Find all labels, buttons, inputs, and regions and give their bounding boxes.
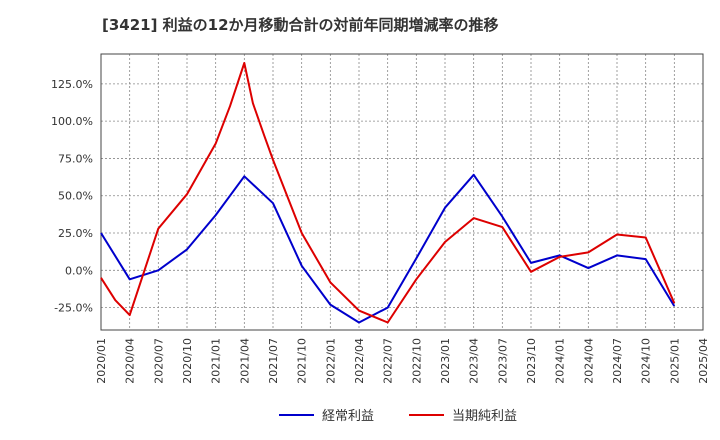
- x-tick-label: 2021/07: [267, 338, 280, 384]
- legend-label-recurring-profit: 経常利益: [322, 409, 374, 424]
- x-tick-label: 2024/07: [611, 338, 624, 384]
- y-tick-label: -25.0%: [54, 302, 93, 315]
- y-tick-label: 125.0%: [51, 78, 93, 91]
- x-tick-label: 2022/04: [353, 338, 366, 384]
- x-axis: 2020/01 2020/04 2020/07 2020/10 2021/01 2021/…: [95, 338, 710, 384]
- x-tick-label: 2021/04: [238, 338, 251, 384]
- x-tick-label: 2023/10: [525, 338, 538, 384]
- series-line-net-income: [100, 62, 676, 324]
- y-tick-label: 50.0%: [58, 190, 93, 203]
- x-tick-label: 2024/10: [640, 338, 653, 384]
- x-tick-label: 2022/01: [324, 338, 337, 384]
- series-line-recurring-profit: [100, 173, 676, 324]
- x-tick-label: 2021/01: [210, 338, 223, 384]
- x-tick-label: 2023/04: [468, 338, 481, 384]
- x-tick-label: 2023/01: [439, 338, 452, 384]
- x-tick-label: 2020/04: [124, 338, 137, 384]
- x-tick-label: 2021/10: [296, 338, 309, 384]
- x-tick-label: 2020/10: [181, 338, 194, 384]
- y-tick-label: 75.0%: [58, 152, 93, 165]
- x-tick-label: 2020/01: [95, 338, 108, 384]
- x-tick-label: 2024/04: [582, 338, 595, 384]
- y-tick-label: 100.0%: [51, 115, 93, 128]
- x-tick-label: 2024/01: [554, 338, 567, 384]
- x-tick-label: 2023/07: [496, 338, 509, 384]
- legend-label-net-income: 当期純利益: [452, 409, 517, 424]
- y-tick-label: 0.0%: [65, 264, 93, 277]
- y-tick-label: 25.0%: [58, 227, 93, 240]
- x-tick-label: 2022/10: [410, 338, 423, 384]
- chart-title: [3421] 利益の12か月移動合計の対前年同期増減率の推移: [102, 16, 499, 34]
- legend: 経常利益 当期純利益: [279, 409, 517, 424]
- plot-frame: [100, 53, 704, 331]
- series-layer: [100, 62, 676, 324]
- x-tick-label: 2020/07: [152, 338, 165, 384]
- x-tick-label: 2022/07: [382, 338, 395, 384]
- x-tick-label: 2025/04: [697, 338, 710, 384]
- y-axis: -25.0% 0.0% 25.0% 50.0% 75.0% 100.0% 125.0%: [51, 78, 93, 315]
- x-tick-label: 2025/01: [668, 338, 681, 384]
